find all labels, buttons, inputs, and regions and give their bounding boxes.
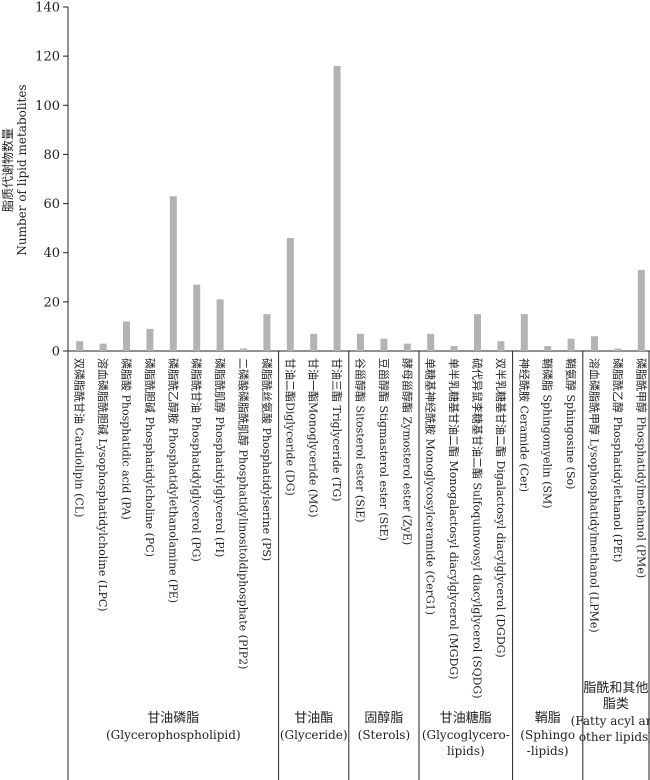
category-label: 鞘磷脂 Sphingomyelin (SM) [541,358,555,509]
y-axis-label: 脂质代谢物数量 Number of lipid metabolites [0,84,29,255]
group-label-en: (Glyceride) [280,728,348,742]
group-label-en: (Sterols) [358,728,410,742]
category-label: 双半乳糖基甘油二酯 Digalactosyl diacylglycerol (D… [494,358,508,658]
group-label-en: (Fatty acyl and [571,714,650,728]
category-label: 磷脂酰乙醇 Phosphatidylethanol (PEt) [611,358,625,562]
bar [146,328,154,351]
y-tick-label: 20 [43,295,60,310]
y-tick-label: 0 [52,345,60,360]
group-label-zh: 甘油酯 [294,711,333,726]
bar [427,333,435,351]
y-tick-label: 140 [35,1,60,16]
y-tick-label: 100 [35,99,60,114]
group-label-zh: 脂酰和其他 [583,681,648,696]
group-labels: 甘油磷脂 (Glycerophospholipid) 甘油酯 (Glyceride) 固… [67,351,650,780]
category-label: 磷脂酰乙醇胺 Phosphatidylethanolamine (PE) [166,358,180,603]
group-label-zh: 甘油磷脂 [147,711,199,726]
category-label: 磷脂酰肌醇 Phosphatidylglycerol (PI) [213,358,227,557]
bar [520,314,528,351]
bar [193,284,201,351]
category-label: 豆甾醇酯 Stigmasterol ester (StE) [377,358,391,541]
bar [263,314,271,351]
y-axis-label-en: Number of lipid metabolites [15,84,29,255]
category-label: 神经酰胺 Ceramide (Cer) [517,358,531,492]
bar [474,314,481,351]
group-label-en: lipids) [447,744,485,758]
bar [286,237,294,351]
y-tick-label: 120 [35,50,60,65]
category-label: 磷脂酸 Phosphatidic acid (PA) [120,358,134,520]
category-labels: 双磷脂酰甘油 Cardiolipin (CL) 溶血磷脂酰胆碱 Lysophosp… [73,358,649,698]
bar [99,343,107,351]
category-label: 磷脂酰丝氨酸 Phosphatidylserine (PS) [260,358,274,561]
group-label-en: -lipids) [527,744,569,758]
bar [403,343,411,351]
bar [123,321,130,351]
category-label: 双磷脂酰甘油 Cardiolipin (CL) [73,358,87,517]
y-tick-label: 40 [43,246,60,261]
y-tick-label: 80 [43,148,60,163]
category-label: 溶血磷脂酰胆碱 Lysophosphatidylcholine (LPC) [96,358,110,612]
bar [497,341,505,351]
group-label-zh: 甘油糖脂 [440,710,492,726]
bar [591,336,598,351]
category-label: 磷脂酰甘油 Phosphatidylglycerol (PG) [190,358,204,562]
category-label: 谷甾醇酯 Sitosterol ester (SiE) [354,358,368,523]
group-label-zh: 脂类 [603,697,629,712]
bar [544,346,552,351]
bar [357,333,364,351]
category-label: 酵母甾醇酯 Zymosterol ester (ZyE) [400,358,414,545]
category-label: 甘油三酯 Triglyceride (TG) [330,358,344,502]
bars [76,65,645,351]
y-axis-label-zh: 脂质代谢物数量 [0,128,15,212]
bar [567,338,575,351]
bar [380,338,388,351]
category-label: 溶血磷脂酰甲醇 Lysophosphatidylmethanol (LPMe) [588,358,602,633]
group-label-en: (Glycerophospholipid) [106,728,241,742]
axes: 0 20 40 60 80 100 120 140 [35,1,650,360]
group-label-en: other lipids) [579,730,650,744]
category-label: 磷脂酰甲醇 Phosphatidylmethanol (PMe) [634,358,648,578]
bar [169,196,177,351]
y-tick-label: 60 [43,197,60,212]
group-label-zh: 鞘脂 [535,711,561,726]
bar [310,333,318,351]
bar [76,341,84,351]
category-label: 单半乳糖基甘油二酯 Monogalactosyl diacylglycerol … [447,358,461,679]
category-label: 甘油一酯Monoglyceride (MG) [307,358,321,518]
bar [240,348,247,351]
bar [216,299,224,351]
category-label: 二磷酸磷脂酰肌醇 Phosphatidylinositoldiphosphate… [237,358,251,669]
bar [614,348,622,351]
bar [333,65,341,351]
bar [637,269,645,351]
category-label: 磷脂酰胆碱 Phosphatidylcholine (PC) [143,358,157,557]
category-label: 单糖基神经酰胺 Monoglycosylceramide (CerG1) [424,358,438,615]
group-label-en: (Glycoglycero- [422,728,510,742]
category-label: 鞘氨醇 Sphingosine (So) [564,358,578,489]
category-label: 甘油二酯Diglyceride (DG) [283,358,297,496]
bar [450,346,458,351]
category-label: 硫代异鼠李糖基甘油二酯 Sulfoquinovosyl diacylglycer… [471,358,485,698]
group-label-en: (Sphingo [520,728,575,742]
group-label-zh: 固醇脂 [364,710,403,726]
